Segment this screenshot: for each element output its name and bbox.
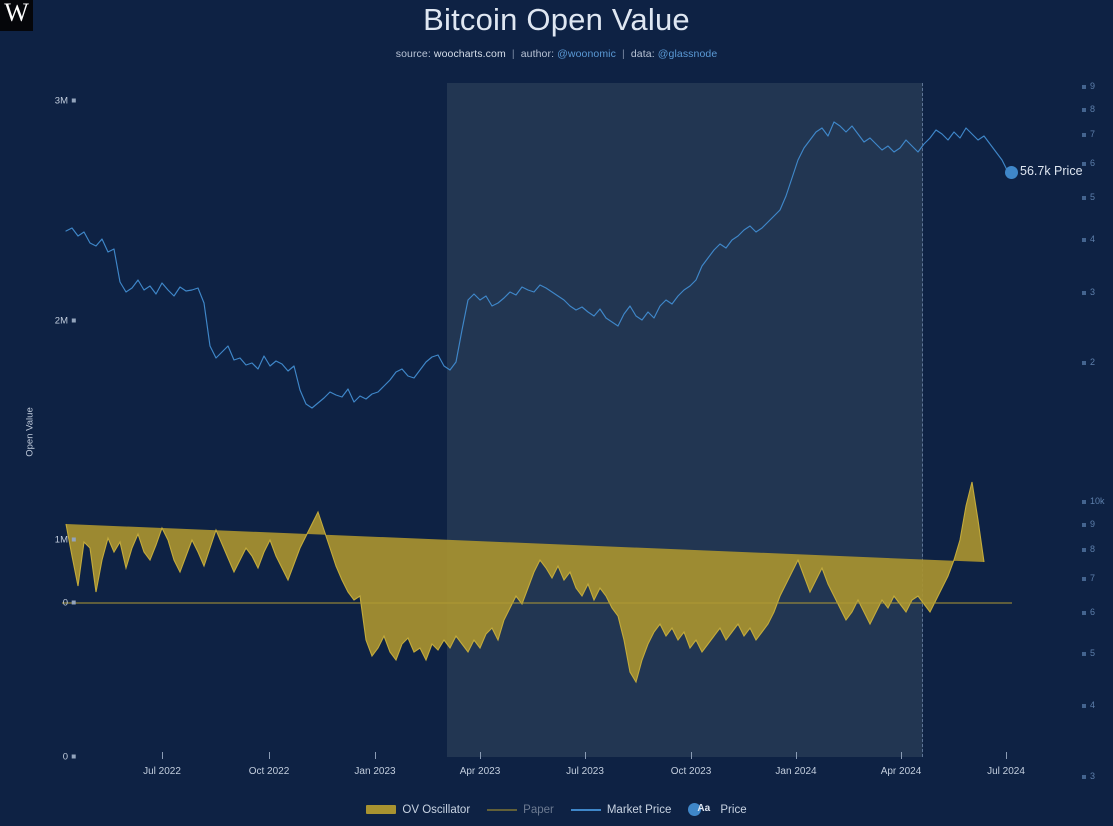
source-label: source: xyxy=(395,48,431,60)
right-axis-tick: 3 xyxy=(1082,287,1095,297)
x-axis-tick-mark xyxy=(269,752,270,759)
x-axis-tick: Jul 2024 xyxy=(987,766,1025,777)
market-price-series xyxy=(65,121,1009,409)
x-axis-tick: Jul 2023 xyxy=(566,766,604,777)
right-axis-tick: 6 xyxy=(1082,607,1095,617)
legend-item-label: Price xyxy=(720,803,747,816)
right-axis-tick: 4 xyxy=(1082,700,1095,710)
left-axis-tick: 3M xyxy=(55,96,76,107)
left-axis-tick: 2M xyxy=(55,316,76,327)
x-axis-tick-mark xyxy=(901,752,902,759)
x-axis-tick: Apr 2023 xyxy=(459,766,501,777)
legend-swatch-price-dot-icon: Aa xyxy=(688,803,714,816)
legend-item-paper[interactable]: Paper xyxy=(487,804,554,816)
right-axis-tick: 8 xyxy=(1082,104,1095,114)
right-axis-tick: 10k xyxy=(1082,496,1105,506)
legend-item-label: OV Oscillator xyxy=(402,803,471,816)
author-label: author: xyxy=(520,48,555,60)
chart-subtitle: source: woocharts.com | author: @woonomi… xyxy=(0,48,1113,60)
chart-legend: OV Oscillator Paper Market Price Aa Price xyxy=(0,803,1113,816)
data-label: data: xyxy=(630,48,655,60)
legend-item-label: Paper xyxy=(523,803,554,816)
right-axis-tick: 6 xyxy=(1082,158,1095,168)
x-axis-tick: Jul 2022 xyxy=(143,766,181,777)
x-axis-tick-mark xyxy=(691,752,692,759)
left-axis-tick: 0 xyxy=(63,598,76,609)
legend-swatch-line-icon xyxy=(487,808,518,811)
x-axis-tick: Apr 2024 xyxy=(880,766,922,777)
selection-band[interactable] xyxy=(447,83,923,757)
subtitle-separator-1: | xyxy=(511,48,515,60)
x-axis-tick: Oct 2023 xyxy=(670,766,712,777)
current-price-marker[interactable] xyxy=(1005,166,1018,179)
x-axis-tick-mark xyxy=(796,752,797,759)
right-axis-tick: 5 xyxy=(1082,192,1095,202)
right-axis-tick: 9 xyxy=(1082,519,1095,529)
legend-swatch-area-icon xyxy=(366,805,397,814)
right-axis-tick: 9 xyxy=(1082,81,1095,91)
logo-letter: W xyxy=(4,0,29,27)
legend-item-ov-oscillator[interactable]: OV Oscillator xyxy=(366,804,470,816)
legend-item-price[interactable]: Aa Price xyxy=(688,803,747,816)
right-axis-tick: 7 xyxy=(1082,573,1095,583)
right-axis-tick: 8 xyxy=(1082,544,1095,554)
left-axis-tick: 0 xyxy=(63,752,76,763)
left-axis-tick: 1M xyxy=(55,535,76,546)
author-value[interactable]: @woonomic xyxy=(557,48,616,60)
current-price-label: 56.7k Price xyxy=(1020,164,1083,178)
legend-swatch-line-icon xyxy=(570,808,601,811)
x-axis-tick-mark xyxy=(585,752,586,759)
legend-item-label: Market Price xyxy=(606,803,672,816)
x-axis-tick: Jan 2023 xyxy=(354,766,396,777)
x-axis-tick-mark xyxy=(375,752,376,759)
subtitle-separator-2: | xyxy=(622,48,625,60)
y-axis-title: Open Value xyxy=(24,407,36,457)
x-axis-tick-mark xyxy=(162,752,163,759)
woocharts-logo[interactable]: W xyxy=(0,0,33,31)
legend-item-market-price[interactable]: Market Price xyxy=(570,803,672,816)
data-value[interactable]: @glassnode xyxy=(657,48,718,60)
x-axis-tick: Oct 2022 xyxy=(248,766,290,777)
right-axis-tick: 5 xyxy=(1082,648,1095,658)
x-axis-tick: Jan 2024 xyxy=(775,766,817,777)
source-value: woocharts.com xyxy=(433,48,506,60)
x-axis-tick-mark xyxy=(480,752,481,759)
right-axis-tick: 3 xyxy=(1082,771,1095,781)
ov-oscillator-series xyxy=(62,481,1012,684)
chart-title: Bitcoin Open Value xyxy=(423,2,690,37)
x-axis-tick-mark xyxy=(1006,752,1007,759)
right-axis-tick: 7 xyxy=(1082,129,1095,139)
right-axis-tick: 2 xyxy=(1082,357,1095,367)
right-axis-tick: 4 xyxy=(1082,234,1095,244)
